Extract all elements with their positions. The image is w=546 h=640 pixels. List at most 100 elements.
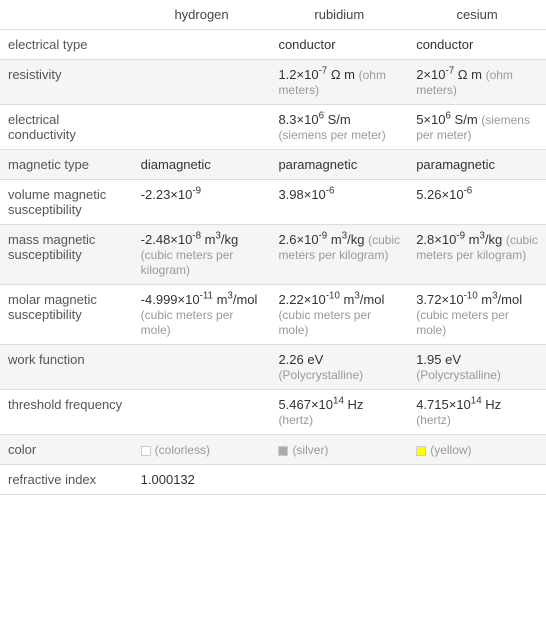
cell (133, 390, 271, 435)
table-row: threshold frequency 5.467×1014 Hz (hertz)… (0, 390, 546, 435)
cell-value: -2.23×10-9 (141, 187, 201, 202)
cell: diamagnetic (133, 150, 271, 180)
table-row: color (colorless) (silver) (yellow) (0, 435, 546, 465)
table-row: electrical type conductor conductor (0, 30, 546, 60)
table-body: electrical type conductor conductor resisti… (0, 30, 546, 495)
cell-unit: (cubic meters per mole) (141, 308, 234, 337)
cell-unit: (cubic meters per kilogram) (141, 248, 234, 277)
row-label: mass magnetic susceptibility (0, 225, 133, 285)
cell-value: 4.715×1014 Hz (416, 397, 501, 412)
cell-value: 5×106 S/m (416, 112, 477, 127)
color-swatch (278, 446, 288, 456)
cell-unit: (hertz) (416, 413, 451, 427)
row-label: volume magnetic susceptibility (0, 180, 133, 225)
cell-value: 8.3×106 S/m (278, 112, 350, 127)
cell: conductor (270, 30, 408, 60)
cell-value: 2.26 eV (278, 352, 323, 367)
row-label: molar magnetic susceptibility (0, 285, 133, 345)
cell: 2.6×10-9 m3/kg (cubic meters per kilogra… (270, 225, 408, 285)
header-empty (0, 0, 133, 30)
cell-unit: (cubic meters per mole) (278, 308, 371, 337)
cell-value: 5.26×10-6 (416, 187, 472, 202)
cell-value: (colorless) (155, 443, 210, 457)
cell: 1.95 eV (Polycrystalline) (408, 345, 546, 390)
cell-value: paramagnetic (416, 157, 495, 172)
cell (133, 30, 271, 60)
row-label: resistivity (0, 60, 133, 105)
row-label: electrical conductivity (0, 105, 133, 150)
cell (133, 345, 271, 390)
cell (408, 465, 546, 495)
cell-value: conductor (416, 37, 473, 52)
color-swatch (416, 446, 426, 456)
cell: (yellow) (408, 435, 546, 465)
table-header-row: hydrogen rubidium cesium (0, 0, 546, 30)
cell (270, 465, 408, 495)
cell: 1.2×10-7 Ω m (ohm meters) (270, 60, 408, 105)
cell: 8.3×106 S/m (siemens per meter) (270, 105, 408, 150)
cell: 1.000132 (133, 465, 271, 495)
header-rubidium: rubidium (270, 0, 408, 30)
cell (133, 105, 271, 150)
row-label: electrical type (0, 30, 133, 60)
cell: 2.8×10-9 m3/kg (cubic meters per kilogra… (408, 225, 546, 285)
color-swatch (141, 446, 151, 456)
cell: 2×10-7 Ω m (ohm meters) (408, 60, 546, 105)
cell-value: 2×10-7 Ω m (416, 67, 482, 82)
cell-unit: (cubic meters per mole) (416, 308, 509, 337)
cell-unit: (Polycrystalline) (416, 368, 501, 382)
cell-unit: (hertz) (278, 413, 313, 427)
cell-value: (silver) (292, 443, 328, 457)
cell: (colorless) (133, 435, 271, 465)
cell-value: 3.98×10-6 (278, 187, 334, 202)
table-row: refractive index 1.000132 (0, 465, 546, 495)
row-label: threshold frequency (0, 390, 133, 435)
cell-value: diamagnetic (141, 157, 211, 172)
cell: 4.715×1014 Hz (hertz) (408, 390, 546, 435)
cell-value: 2.8×10-9 m3/kg (416, 232, 502, 247)
properties-table: hydrogen rubidium cesium electrical type… (0, 0, 546, 495)
cell-value: conductor (278, 37, 335, 52)
cell: -2.23×10-9 (133, 180, 271, 225)
header-hydrogen: hydrogen (133, 0, 271, 30)
row-label: color (0, 435, 133, 465)
table-row: electrical conductivity 8.3×106 S/m (siem… (0, 105, 546, 150)
cell-value: (yellow) (430, 443, 471, 457)
table-row: volume magnetic susceptibility -2.23×10-9… (0, 180, 546, 225)
cell-value: 3.72×10-10 m3/mol (416, 292, 522, 307)
row-label: refractive index (0, 465, 133, 495)
cell-value: paramagnetic (278, 157, 357, 172)
header-cesium: cesium (408, 0, 546, 30)
table-row: work function2.26 eV (Polycrystalline)1.… (0, 345, 546, 390)
cell-value: -4.999×10-11 m3/mol (141, 292, 258, 307)
table-row: molar magnetic susceptibility-4.999×10-1… (0, 285, 546, 345)
cell: (silver) (270, 435, 408, 465)
cell: 5×106 S/m (siemens per meter) (408, 105, 546, 150)
cell: 3.72×10-10 m3/mol (cubic meters per mole… (408, 285, 546, 345)
cell-unit: (siemens per meter) (278, 128, 385, 142)
cell-value: 1.000132 (141, 472, 195, 487)
cell: 5.26×10-6 (408, 180, 546, 225)
table-row: magnetic type diamagnetic paramagnetic para… (0, 150, 546, 180)
cell: paramagnetic (270, 150, 408, 180)
cell: 3.98×10-6 (270, 180, 408, 225)
cell-value: 1.95 eV (416, 352, 461, 367)
table-row: resistivity1.2×10-7 Ω m (ohm meters)2×10… (0, 60, 546, 105)
cell: paramagnetic (408, 150, 546, 180)
row-label: magnetic type (0, 150, 133, 180)
cell (133, 60, 271, 105)
cell: -2.48×10-8 m3/kg (cubic meters per kilog… (133, 225, 271, 285)
table-row: mass magnetic susceptibility-2.48×10-8 m… (0, 225, 546, 285)
cell-value: 2.6×10-9 m3/kg (278, 232, 364, 247)
cell: 5.467×1014 Hz (hertz) (270, 390, 408, 435)
cell-value: 2.22×10-10 m3/mol (278, 292, 384, 307)
row-label: work function (0, 345, 133, 390)
cell: -4.999×10-11 m3/mol (cubic meters per mo… (133, 285, 271, 345)
cell: conductor (408, 30, 546, 60)
cell: 2.22×10-10 m3/mol (cubic meters per mole… (270, 285, 408, 345)
cell: 2.26 eV (Polycrystalline) (270, 345, 408, 390)
cell-value: 1.2×10-7 Ω m (278, 67, 355, 82)
cell-unit: (Polycrystalline) (278, 368, 363, 382)
cell-value: -2.48×10-8 m3/kg (141, 232, 239, 247)
cell-value: 5.467×1014 Hz (278, 397, 363, 412)
